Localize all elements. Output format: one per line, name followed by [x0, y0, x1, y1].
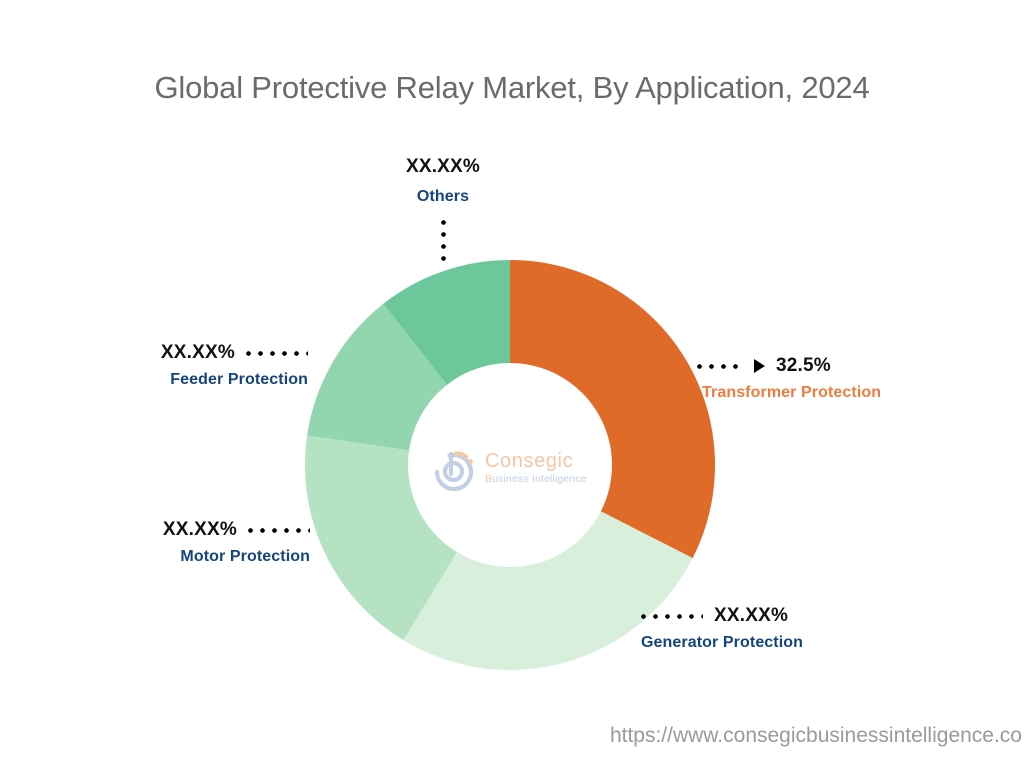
leader-line-feeder	[246, 350, 308, 356]
leader-line-others	[440, 220, 446, 265]
callout-transformer: 32.5% Transformer Protection	[697, 355, 881, 402]
callout-others: XX.XX% Others	[383, 156, 503, 265]
donut-center-hole	[408, 363, 612, 567]
callout-others-label: Others	[416, 188, 470, 205]
callout-feeder: XX.XX% Feeder Protection	[118, 342, 308, 389]
callout-transformer-label: Transformer Protection	[702, 384, 882, 401]
page-title: Global Protective Relay Market, By Appli…	[154, 70, 870, 105]
callout-generator: XX.XX% Generator Protection	[641, 605, 803, 652]
callout-motor-value: XX.XX%	[162, 519, 237, 540]
donut-slice	[403, 465, 693, 671]
callout-motor-label: Motor Protection	[180, 548, 310, 565]
donut-chart-svg	[305, 260, 716, 671]
callout-transformer-row: 32.5%	[697, 355, 881, 377]
callout-motor-row: XX.XX%	[110, 519, 310, 541]
callout-generator-label: Generator Protection	[641, 634, 804, 651]
callout-feeder-label: Feeder Protection	[170, 371, 308, 388]
callout-generator-value: XX.XX%	[714, 605, 789, 626]
callout-feeder-row: XX.XX%	[118, 342, 308, 364]
source-url: https://www.consegicbusinessintelligence…	[609, 724, 1022, 747]
callout-motor: XX.XX% Motor Protection	[110, 519, 310, 566]
donut-chart	[305, 260, 716, 671]
leader-arrow-icon	[754, 359, 765, 373]
leader-line-transformer	[697, 363, 745, 369]
callout-others-value: XX.XX%	[405, 156, 481, 177]
callout-generator-row: XX.XX%	[641, 605, 803, 627]
callout-transformer-value: 32.5%	[776, 355, 831, 376]
callout-feeder-value: XX.XX%	[160, 342, 235, 363]
leader-line-motor	[248, 527, 310, 533]
leader-line-generator	[641, 613, 703, 619]
